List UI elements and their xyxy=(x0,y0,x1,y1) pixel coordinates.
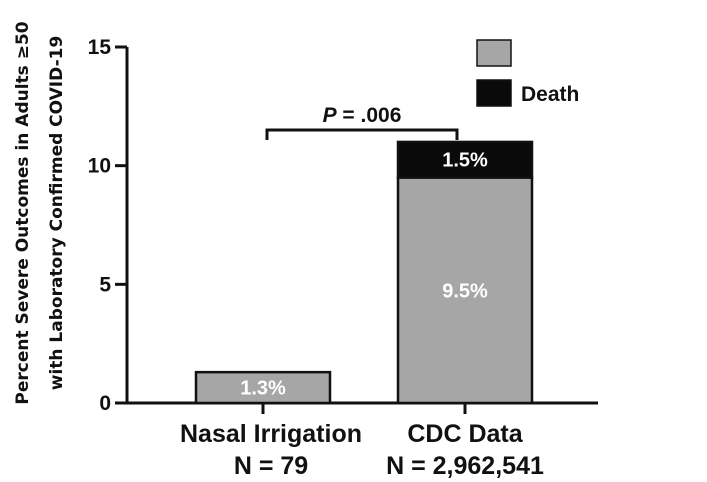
y-tick-label: 0 xyxy=(99,392,111,415)
p-value-label: P = .006 xyxy=(323,104,402,127)
legend-label-death: Death xyxy=(521,83,579,106)
legend: Death xyxy=(476,39,579,107)
bar-segment-death-2 xyxy=(396,140,534,179)
category-label: CDC Data xyxy=(407,420,523,448)
y-tick-label: 5 xyxy=(99,273,111,296)
category-label: Nasal Irrigation xyxy=(180,420,362,448)
y-axis-title-line2: with Laboratory Confirmed COVID-19 xyxy=(47,36,67,391)
legend-swatch-death xyxy=(476,79,512,107)
significance-bracket: P = .006 xyxy=(265,104,459,140)
data-label: 9.5% xyxy=(442,280,488,302)
y-tick-label: 15 xyxy=(88,36,112,59)
y-axis-title-line1: Percent Severe Outcomes in Adults ≥50 xyxy=(13,21,33,404)
legend-swatch-series-1 xyxy=(476,39,512,67)
bar-segment-series-1-2 xyxy=(396,176,534,405)
data-label: 1.5% xyxy=(442,150,488,172)
y-tick-label: 10 xyxy=(88,155,111,178)
category-n-label: N = 79 xyxy=(234,452,308,480)
data-label: 1.3% xyxy=(240,378,286,400)
category-n-label: N = 2,962,541 xyxy=(386,452,544,480)
